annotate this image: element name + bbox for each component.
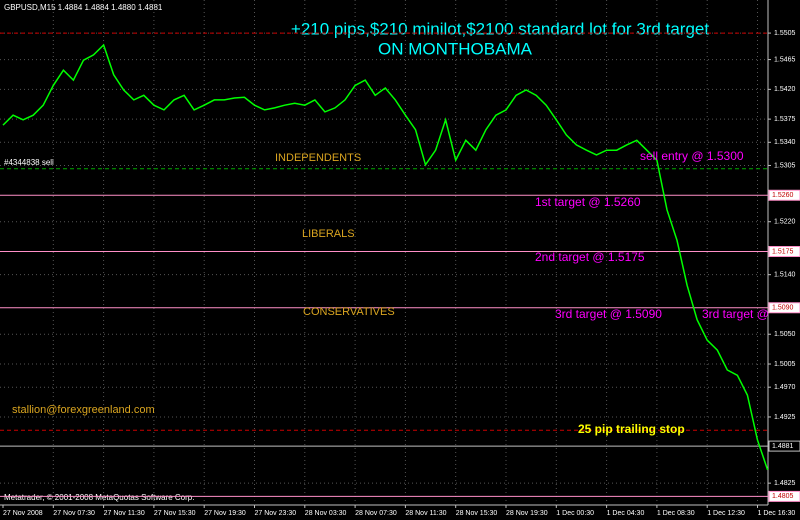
annotation: LIBERALS	[302, 228, 355, 240]
x-tick-label: 28 Nov 15:30	[456, 510, 498, 517]
y-tick-label: 1.5465	[774, 56, 796, 63]
level-tag-label: 1.5090	[772, 305, 794, 312]
symbol-info: GBPUSD,M15 1.4884 1.4884 1.4880 1.4881	[4, 3, 163, 12]
y-tick-label: 1.5005	[774, 361, 796, 368]
level-tag	[768, 490, 800, 502]
y-tick-label: 1.5305	[774, 162, 796, 169]
y-tick-label: 1.5420	[774, 86, 796, 93]
y-tick-label: 1.5140	[774, 272, 796, 279]
y-tick-label: 1.4925	[774, 414, 796, 421]
annotation: 2nd target @ 1.5175	[535, 250, 645, 264]
x-tick-label: 28 Nov 11:30	[405, 510, 446, 517]
x-tick-label: 28 Nov 03:30	[305, 510, 347, 517]
copyright: Metatrader, © 2001-2008 MetaQuotas Softw…	[4, 493, 194, 502]
y-tick-label: 1.5340	[774, 139, 796, 146]
level-tag-label: 1.4805	[772, 493, 794, 500]
level-tag-label: 1.4881	[772, 443, 794, 450]
x-tick-label: 1 Dec 08:30	[657, 510, 695, 517]
x-tick-label: 27 Nov 11:30	[104, 510, 145, 517]
annotation: 3rd target @	[702, 307, 769, 321]
y-tick-label: 1.5220	[774, 219, 796, 226]
x-tick-label: 1 Dec 16:30	[758, 510, 796, 517]
y-tick-label: 1.4970	[774, 384, 796, 391]
y-tick-label: 1.4825	[774, 480, 796, 487]
x-tick-label: 1 Dec 00:30	[556, 510, 594, 517]
x-tick-label: 27 Nov 19:30	[204, 510, 246, 517]
x-tick-label: 27 Nov 07:30	[53, 510, 95, 517]
annotation: stallion@forexgreenland.com	[12, 404, 155, 416]
annotation: sell entry @ 1.5300	[640, 149, 744, 163]
annotation: 25 pip trailing stop	[578, 422, 685, 436]
x-tick-label: 27 Nov 2008	[3, 510, 43, 517]
level-tag	[768, 440, 800, 452]
y-tick-label: 1.5050	[774, 331, 796, 338]
x-tick-label: 1 Dec 12:30	[707, 510, 745, 517]
level-tag	[768, 246, 800, 258]
x-tick-label: 28 Nov 07:30	[355, 510, 397, 517]
x-tick-label: 27 Nov 23:30	[255, 510, 297, 517]
level-tag-label: 1.5175	[772, 248, 794, 255]
price-line	[2, 43, 769, 471]
x-tick-label: 27 Nov 15:30	[154, 510, 196, 517]
annotation: 3rd target @ 1.5090	[555, 307, 662, 321]
y-tick-label: 1.5505	[774, 30, 796, 37]
level-tag	[768, 302, 800, 314]
level-tag	[768, 189, 800, 201]
x-tick-label: 1 Dec 04:30	[607, 510, 645, 517]
annotation: CONSERVATIVES	[303, 306, 395, 318]
y-tick-label: 1.5375	[774, 116, 796, 123]
annotation: INDEPENDENTS	[275, 152, 361, 164]
chart-title: +210 pips,$210 minilot,$2100 standard lo…	[291, 19, 709, 38]
order-label: #4344838 sell	[4, 158, 54, 167]
level-tag-label: 1.5260	[772, 192, 794, 199]
x-tick-label: 28 Nov 19:30	[506, 510, 548, 517]
annotation: 1st target @ 1.5260	[535, 195, 641, 209]
